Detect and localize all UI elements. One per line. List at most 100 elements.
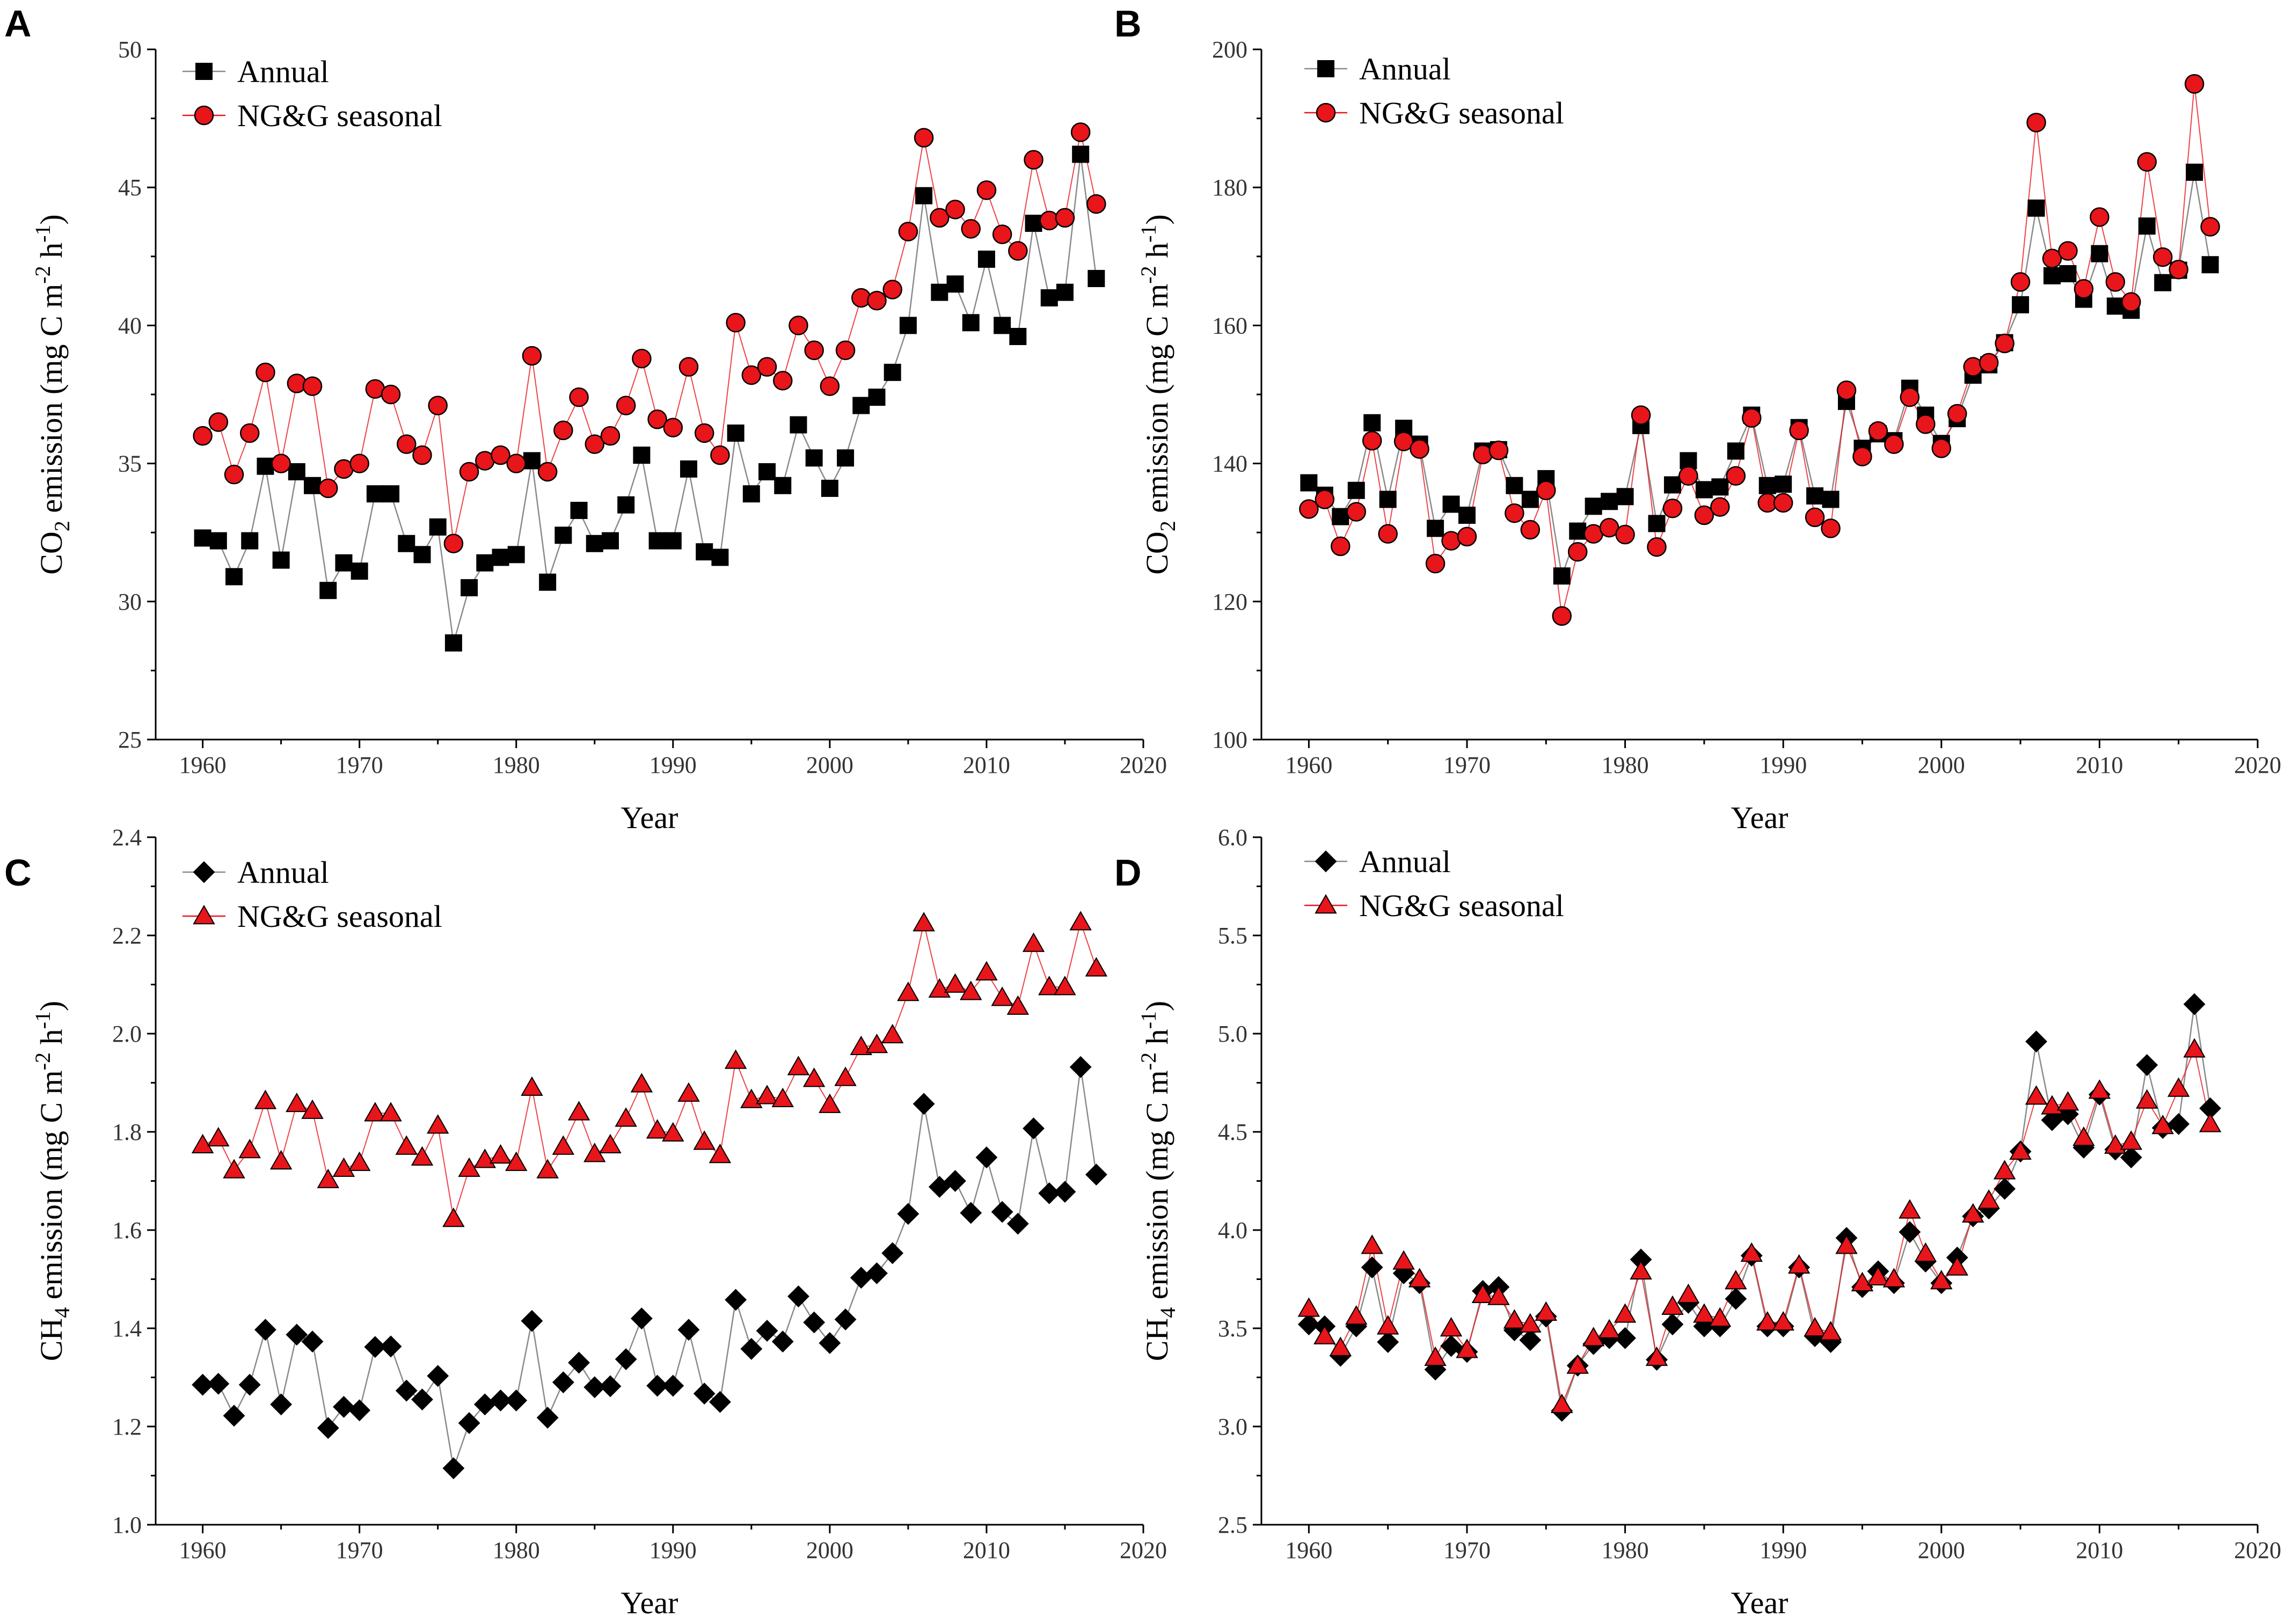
seasonal-point [567,1101,590,1121]
x-tick-label: 2020 [1120,1537,1167,1563]
seasonal-point [820,376,840,396]
seasonal-point [1297,1297,1320,1317]
annual-point [351,562,368,580]
x-tick-label: 2010 [963,752,1010,778]
seasonal-point [1851,1271,1874,1292]
panel-c: C 1960 1970 1980 1990 2000 2010 2020 1.0 1.2 1.4 1.… [4,824,1167,1620]
annual-point [536,1407,559,1429]
seasonal-point [991,986,1013,1006]
annual-point [709,1391,731,1413]
annual-point [225,568,243,586]
seasonal-point [2072,1126,2095,1146]
annual-point [1054,1181,1076,1203]
annual-point [2186,163,2203,181]
annual-point [194,529,211,547]
seasonal-point [646,1119,669,1139]
annual-point [850,1267,872,1289]
annual-point [1087,269,1105,287]
seasonal-point [1376,1315,1399,1335]
seasonal-point [1408,1268,1431,1288]
legend-label: NG&G seasonal [1359,888,1564,923]
y-axis-title: CH4 emission (mg C m-2 h-1) [1136,1001,1180,1362]
annual-point [1994,1177,2016,1200]
seasonal-point [1662,498,1683,518]
x-tick-label: 1990 [1760,1537,1807,1563]
y-tick-label: 120 [1212,589,1247,615]
seasonal-point [2074,279,2094,299]
annual-point [554,526,572,544]
seasonal-point [992,224,1012,244]
x-axis-title: Year [1731,800,1789,835]
seasonal-point [961,219,981,239]
seasonal-point [834,1066,857,1086]
seasonal-point [301,1099,324,1119]
seasonal-point [2152,247,2173,267]
seasonal-point [521,1076,543,1096]
annual-point [1025,215,1042,232]
annual-point [490,1389,512,1411]
seasonal-point [1022,932,1045,952]
annual-point [1758,477,1776,494]
annual-point [1006,1212,1029,1235]
annual-point [1601,493,1618,510]
seasonal-point [364,1102,386,1122]
seasonal-point [254,1089,277,1109]
y-tick-label: 40 [118,312,142,339]
seasonal-point [632,348,652,369]
series-line-seasonal [1308,1047,2211,1407]
seasonal-point [2105,272,2126,292]
y-tick-label: 35 [118,451,142,477]
seasonal-point [1566,1354,1589,1374]
seasonal-point [1789,420,1809,441]
seasonal-point [2199,1113,2222,1132]
annual-point [2059,265,2077,282]
annual-point [837,449,855,467]
x-tick-label: 1970 [1443,752,1491,778]
annual-point [2167,1113,2190,1135]
seasonal-point [1361,1234,1383,1254]
y-tick-label: 3.5 [1218,1315,1247,1342]
seasonal-point [491,445,510,465]
annual-point [1521,491,1539,508]
annual-point [1569,522,1587,540]
seasonal-point [616,396,636,415]
seasonal-point [1362,430,1382,451]
panel-a: A 1960 1970 1980 1990 2000 2010 2020 25 30 35 40 45 5… [4,3,1167,835]
seasonal-point [1804,1316,1826,1337]
series-line-annual [1308,172,2211,576]
annual-point [476,554,494,572]
annual-point [897,1203,919,1225]
seasonal-point [585,434,605,454]
seasonal-point [1598,1319,1621,1338]
seasonal-point [1456,1338,1478,1358]
seasonal-point [1995,333,2014,354]
seasonal-point [317,1168,339,1188]
y-tick-label: 1.4 [112,1315,142,1342]
seasonal-point [1313,1325,1336,1344]
annual-point [601,532,619,550]
seasonal-point [1677,1283,1700,1304]
seasonal-point [881,1023,904,1043]
x-tick-label: 2020 [2234,752,2281,778]
annual-point [458,1412,480,1435]
seasonal-point [348,1151,371,1171]
x-tick-label: 2010 [2076,752,2123,778]
seasonal-point [2137,152,2157,172]
seasonal-point [1868,421,1888,441]
seasonal-point [757,357,777,377]
x-tick-label: 1980 [493,1537,540,1563]
annual-point [257,457,274,475]
y-tick-label: 1.6 [112,1217,142,1243]
x-tick-label: 1970 [336,1537,383,1563]
seasonal-point [1536,480,1556,501]
seasonal-point [1819,1321,1842,1341]
seasonal-point [2120,1130,2143,1150]
x-tick-label: 2020 [2234,1537,2281,1563]
seasonal-point [1582,1327,1605,1347]
seasonal-point [662,1122,684,1142]
annual-point [680,460,698,478]
seasonal-point [1505,503,1524,523]
y-tick-label: 2.0 [112,1021,142,1047]
annual-point [395,1379,418,1402]
annual-point [1085,1164,1107,1186]
